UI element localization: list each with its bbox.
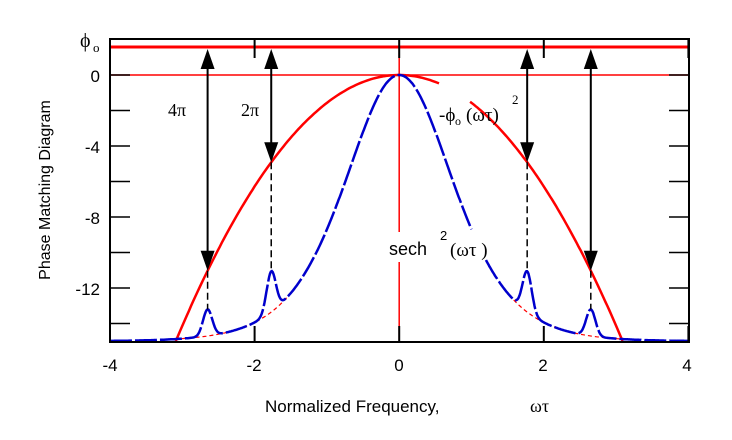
arrow-head-up	[583, 48, 598, 69]
xtick-label-0: -4	[102, 356, 117, 375]
sech-label: sech	[389, 239, 427, 259]
ytick-label-1: -4	[85, 138, 100, 157]
y-axis-label: Phase Matching Diagram	[37, 100, 54, 280]
arrow-head-down	[583, 250, 598, 271]
sech-label-arg: (ωτ )	[450, 240, 488, 261]
xtick-label-2: 0	[394, 356, 403, 375]
arrow-head-up	[264, 48, 279, 69]
xtick-label-4: 4	[682, 356, 691, 375]
spectrum-left	[110, 73, 473, 343]
arrow-head-up	[200, 48, 215, 69]
arrow-head-down	[520, 142, 535, 163]
x-axis-label: Normalized Frequency,	[265, 397, 439, 416]
arrow-head-up	[520, 48, 535, 69]
phi0-subscript: o	[93, 40, 100, 55]
ytick-label-2: -8	[85, 209, 100, 228]
xtick-label-1: -2	[246, 356, 261, 375]
parabola-label-prefix: -ϕ	[439, 105, 455, 126]
arrow-head-down	[200, 250, 215, 271]
parabola-label-sub: o	[455, 114, 461, 128]
ytick-label-0: 0	[91, 67, 100, 86]
spectrum-right	[484, 259, 689, 343]
parabola-label-sup: 2	[512, 92, 519, 107]
sech-envelope-left	[160, 283, 299, 341]
parabola-label-mid: (ωτ)	[466, 105, 499, 126]
parabola-left	[174, 73, 440, 342]
ytick-label-3: -12	[75, 280, 100, 299]
annotation-4pi: 4π	[168, 100, 186, 120]
arrow-head-down	[264, 142, 279, 163]
xtick-label-3: 2	[538, 356, 547, 375]
phi0-label: ϕ	[80, 30, 91, 52]
sech-label-sup: 2	[440, 228, 447, 243]
x-axis-symbol: ωτ	[530, 396, 549, 416]
parabola-right	[469, 100, 624, 342]
annotation-2pi: 2π	[241, 100, 259, 120]
